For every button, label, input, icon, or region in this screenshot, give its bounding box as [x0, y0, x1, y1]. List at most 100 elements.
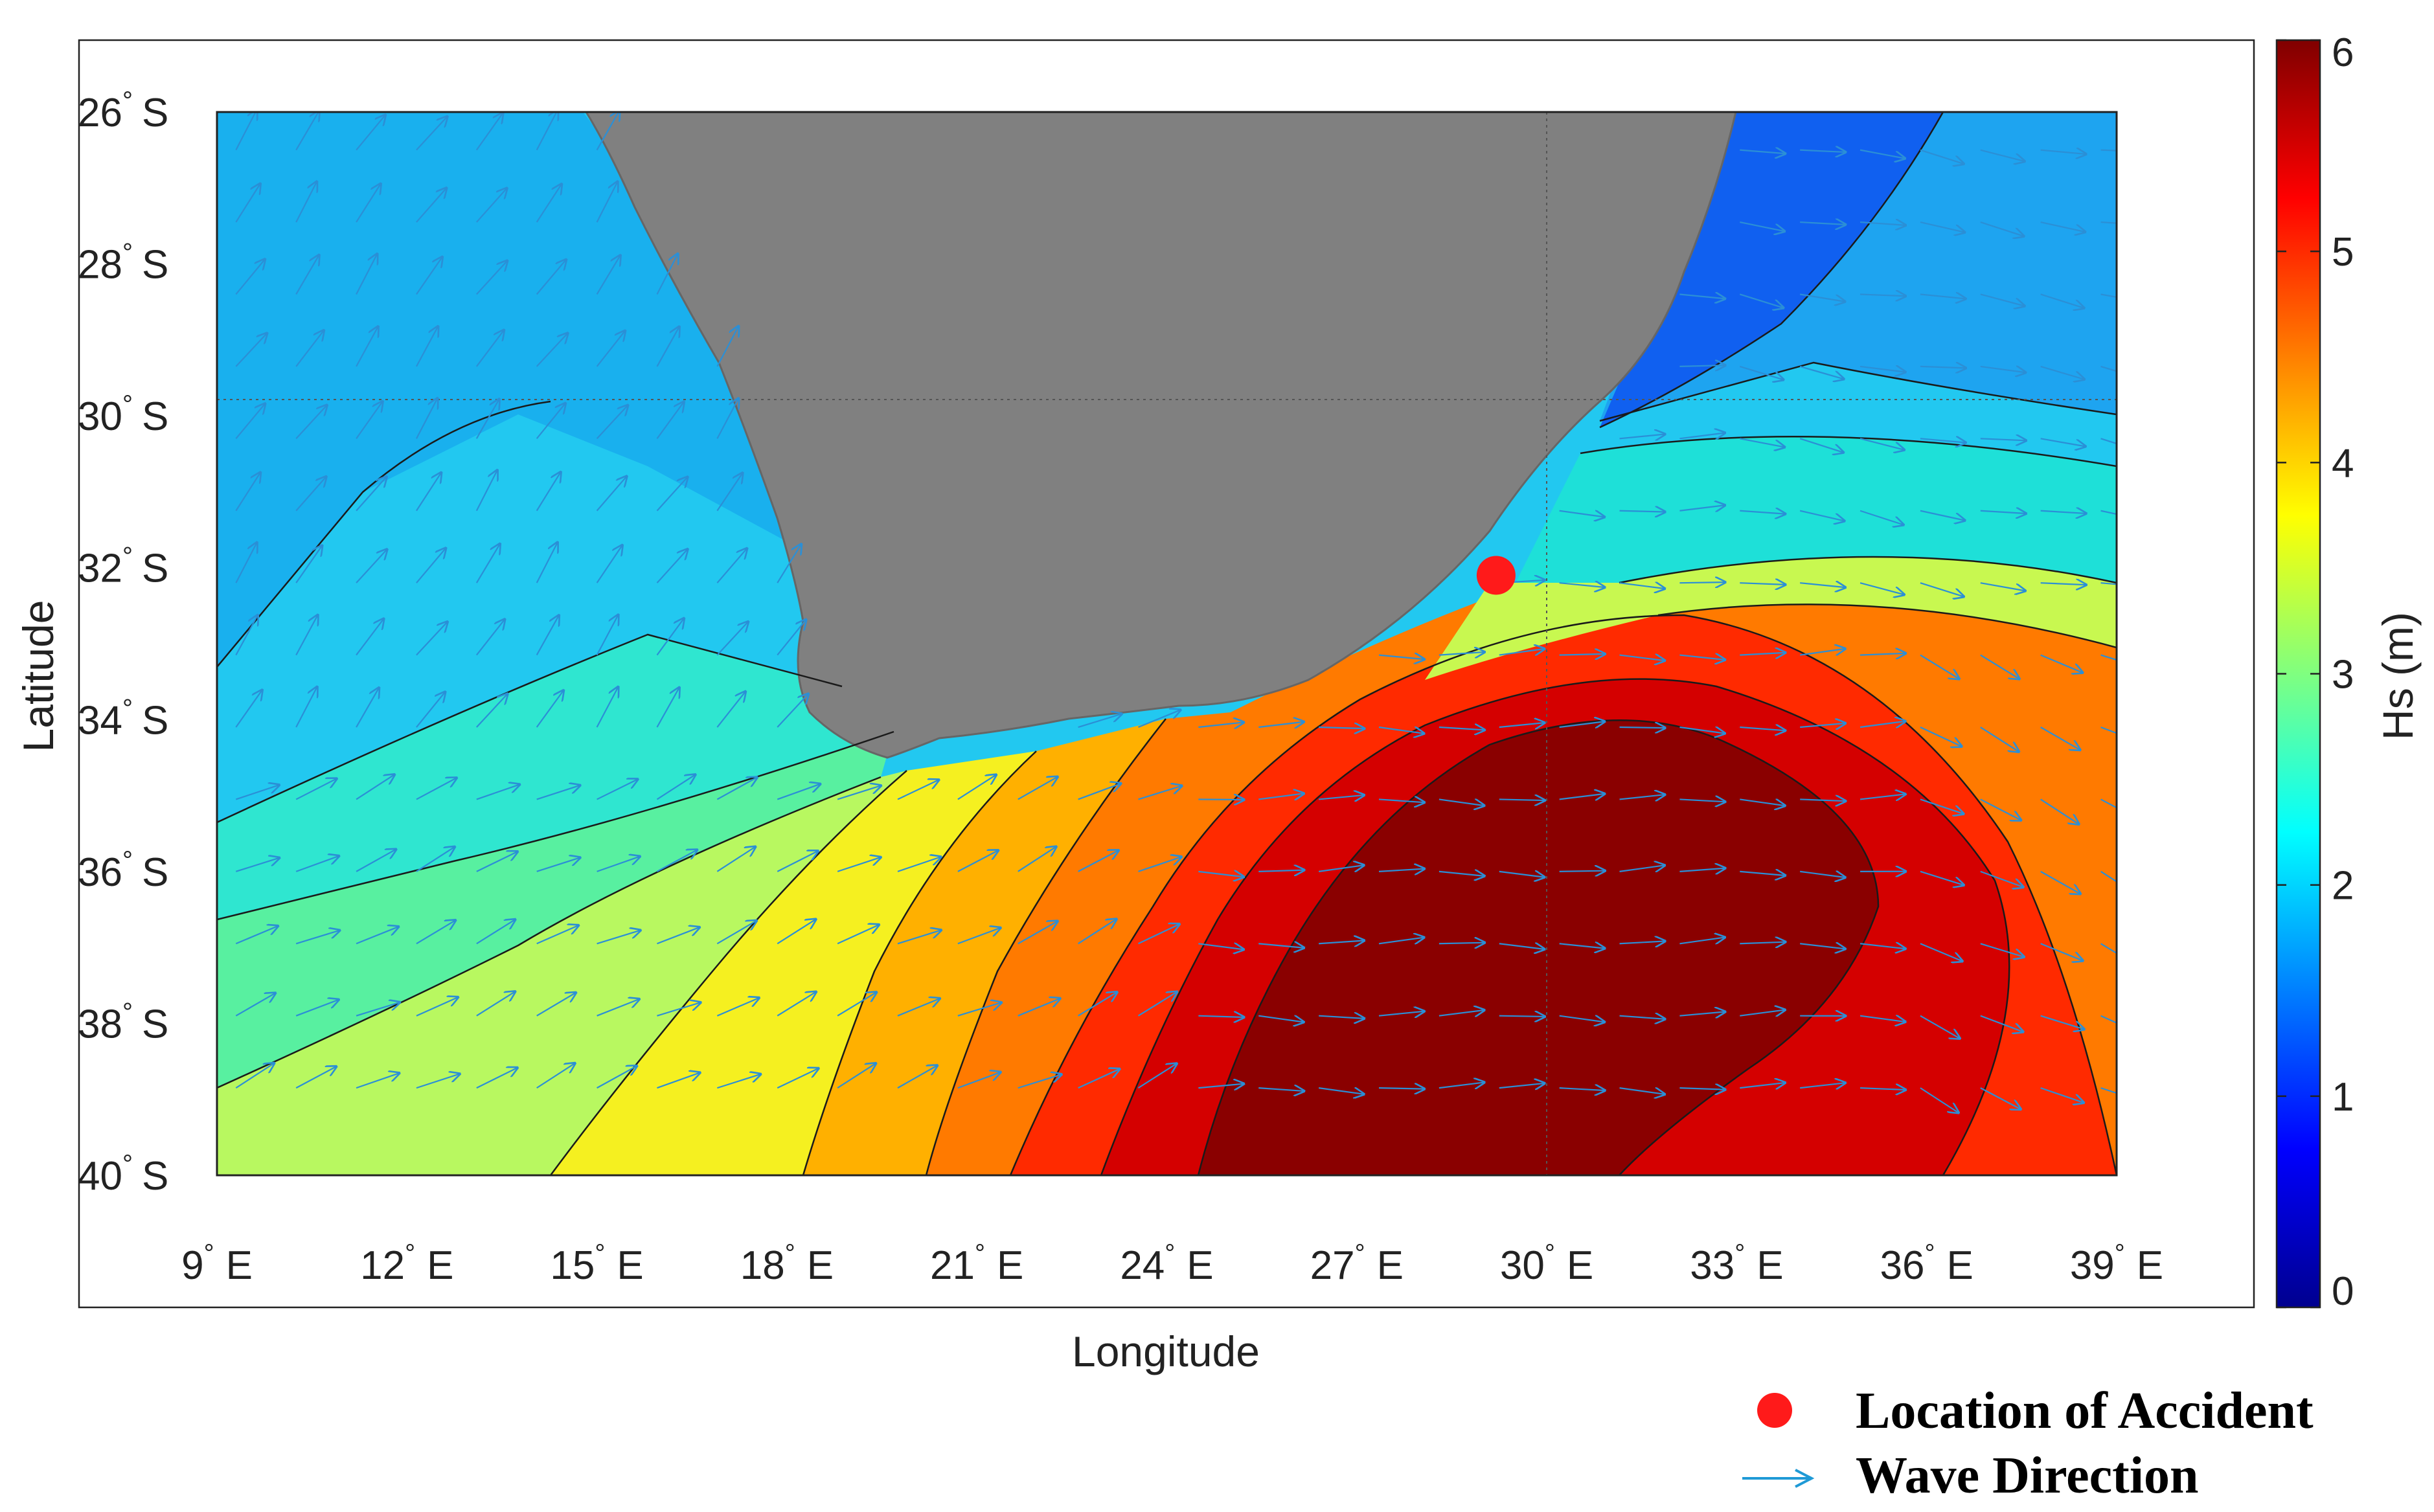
wave-arrow	[837, 925, 879, 945]
wave-arrow	[596, 182, 618, 223]
wave-arrow	[2040, 798, 2079, 824]
colorbar-tick-label: 1	[2332, 1075, 2354, 1120]
wave-arrow	[1920, 727, 1961, 747]
wave-arrow	[1137, 1064, 1177, 1089]
legend-arrowhead-icon	[1795, 1469, 1815, 1488]
wave-arrow	[957, 1072, 1001, 1089]
wave-arrow	[1740, 438, 1784, 447]
wave-arrow	[1740, 1083, 1785, 1088]
wave-arrow	[1559, 654, 1605, 655]
wave-arrow	[536, 857, 580, 872]
wave-arrow	[2040, 654, 2083, 673]
wave-arrow	[1198, 943, 1243, 949]
wave-arrow	[1740, 150, 1785, 153]
wave-arrow	[1138, 857, 1181, 872]
wave-arrow	[536, 403, 565, 440]
wave-arrow	[1860, 438, 1904, 449]
wave-arrow	[295, 779, 336, 800]
wave-arrow	[356, 1002, 400, 1017]
wave-arrow	[656, 549, 687, 583]
wave-arrow	[1980, 221, 2024, 236]
wave-arrow	[1679, 1088, 1725, 1090]
wave-arrow	[656, 618, 683, 656]
wave-arrow	[897, 780, 938, 800]
wave-arrow	[1920, 367, 1966, 368]
wave-arrow	[416, 188, 446, 223]
wave-arrow	[356, 688, 379, 728]
wave-arrow	[1980, 367, 2025, 372]
wave-arrow	[1920, 870, 1964, 885]
colorbar-ticks: 0 1 2 3 4 5 6	[2277, 30, 2354, 1314]
lon-tick-label: 30° E	[1500, 1239, 1593, 1288]
wave-arrow	[1198, 1016, 1244, 1017]
wave-arrow	[235, 333, 267, 367]
wave-arrow	[1319, 795, 1364, 800]
colorbar-tick-label: 5	[2332, 230, 2354, 275]
wave-arrow	[1860, 653, 1905, 655]
wave-arrow	[536, 993, 576, 1017]
wave-arrow	[777, 784, 820, 800]
wave-arrow	[2040, 870, 2080, 894]
wave-arrow	[356, 850, 396, 872]
wave-arrow	[1619, 434, 1665, 439]
wave-arrow	[1078, 714, 1122, 728]
wave-arrow	[415, 398, 437, 439]
wave-arrow	[897, 1066, 937, 1089]
wave-arrow	[777, 851, 817, 872]
wave-arrow	[716, 622, 748, 656]
wave-arrow	[295, 856, 339, 872]
wave-arrow	[1800, 872, 1845, 877]
wave-arrow	[1980, 149, 2025, 161]
wave-arrow	[716, 398, 738, 439]
wave-arrow	[1319, 1016, 1364, 1019]
wave-arrow	[1800, 799, 1845, 801]
wave-arrow	[1499, 649, 1544, 655]
wave-arrow	[1439, 727, 1484, 730]
wave-arrow	[777, 920, 815, 945]
wave-arrow	[656, 254, 677, 295]
wave-arrow	[777, 1068, 818, 1089]
wave-arrow	[597, 857, 640, 872]
wave-arrow	[356, 550, 387, 583]
wave-arrow	[1078, 919, 1117, 945]
wave-arrow	[2040, 583, 2086, 585]
wave-arrow	[716, 847, 755, 872]
wave-arrow	[536, 184, 562, 223]
wave-arrow	[1078, 784, 1121, 800]
wave-arrow	[1499, 872, 1544, 877]
wave-arrow	[656, 477, 687, 512]
lon-tick-label: 12° E	[360, 1239, 453, 1288]
wave-arrow	[295, 615, 317, 656]
wave-arrow	[2100, 1015, 2117, 1024]
wave-arrow	[2100, 726, 2117, 734]
wave-arrow	[716, 778, 756, 800]
wave-arrow	[716, 921, 756, 945]
wave-arrow	[596, 477, 627, 512]
wave-arrow	[536, 112, 558, 151]
wave-arrow	[1258, 1088, 1304, 1091]
wave-arrow	[235, 184, 260, 223]
wave-arrow	[1619, 1088, 1665, 1094]
wave-arrow	[2100, 365, 2117, 372]
colorbar-tick-label: 0	[2332, 1269, 2354, 1314]
wave-arrow	[536, 333, 568, 367]
wave-arrow	[1740, 727, 1785, 730]
lon-tick-label: 21° E	[930, 1239, 1023, 1288]
wave-arrow	[596, 331, 625, 367]
wave-arrow	[1920, 510, 1964, 521]
wave-arrow	[1740, 1010, 1784, 1016]
wave-arrow	[1078, 1069, 1120, 1089]
wave-arrow	[356, 115, 385, 151]
wave-arrow	[295, 1000, 338, 1017]
wave-arrow	[1198, 1084, 1244, 1088]
wave-arrow	[1559, 943, 1605, 948]
wave-arrow	[235, 785, 279, 800]
wave-arrow	[1619, 727, 1665, 728]
wave-arrow	[1860, 721, 1905, 727]
wave-arrow	[295, 687, 317, 728]
wave-arrow	[2100, 943, 2117, 954]
wave-arrow	[2040, 1087, 2084, 1103]
lat-tick-label: 32° S	[78, 543, 168, 591]
wave-arrow	[1137, 992, 1177, 1017]
